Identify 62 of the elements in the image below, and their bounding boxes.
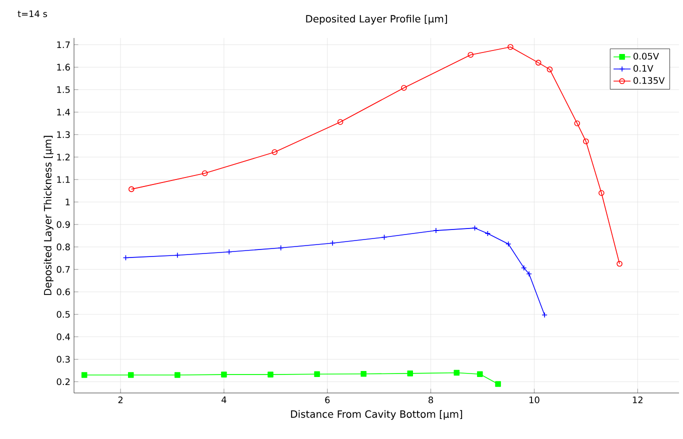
y-tick-label: 0.6 — [56, 288, 70, 296]
chart-title: Deposited Layer Profile [µm] — [306, 14, 447, 24]
point — [454, 370, 460, 376]
text: t=14 s — [18, 10, 48, 18]
point — [407, 370, 414, 376]
y-tick-label: 0.7 — [56, 266, 70, 273]
y-tick-label: 1.5 — [57, 86, 70, 93]
point — [484, 230, 491, 236]
point — [574, 120, 580, 126]
point — [546, 66, 553, 72]
y-tick-label: 0.9 — [56, 221, 70, 228]
y-axis-title: Deposited Layer Thickness [µm] — [44, 136, 54, 295]
point — [468, 52, 474, 58]
x-tick-label: 2 — [118, 396, 123, 404]
x-tick-label: 8 — [428, 396, 434, 404]
point — [381, 234, 388, 240]
point — [583, 138, 589, 144]
point — [272, 149, 278, 156]
y-tick-label: 0.8 — [56, 244, 70, 250]
point — [221, 372, 227, 378]
point — [226, 248, 232, 255]
point — [337, 119, 344, 125]
y-tick-label: 1 — [66, 198, 70, 206]
point — [174, 252, 180, 258]
point — [81, 372, 88, 378]
y-tick-label: 1.3 — [57, 131, 70, 138]
point — [202, 170, 208, 176]
point — [477, 371, 483, 377]
y-tick-label: 1.1 — [57, 176, 70, 183]
y-tick-label: 0.3 — [56, 356, 70, 363]
y-tick-label: 1.4 — [57, 108, 70, 116]
point — [268, 372, 274, 378]
x-tick-label: 10 — [530, 396, 540, 404]
y-tick-label: 0.2 — [56, 378, 70, 386]
point — [128, 372, 134, 378]
point — [598, 190, 604, 196]
point — [314, 371, 320, 377]
x-tick-label: 6 — [325, 396, 330, 404]
point — [508, 44, 514, 50]
point — [401, 84, 407, 91]
legend-label: 0.135V — [634, 77, 665, 84]
point — [520, 264, 527, 271]
y-tick-label: 0.4 — [56, 333, 70, 340]
point — [495, 381, 501, 387]
point — [278, 244, 284, 251]
y-tick-label: 1.7 — [57, 41, 70, 48]
point — [505, 241, 512, 247]
y-tick-label: 0.5 — [56, 310, 70, 318]
point — [360, 371, 366, 377]
point — [526, 271, 532, 277]
x-tick-label: 4 — [222, 396, 226, 404]
point — [472, 225, 478, 231]
y-tick-label: 1.6 — [57, 64, 70, 71]
point — [535, 60, 542, 66]
x-tick-label: 12 — [632, 396, 642, 404]
legend-label: 0.05V — [634, 52, 659, 60]
point — [330, 240, 336, 246]
point — [433, 228, 439, 234]
point — [174, 372, 180, 378]
x-axis-title: Distance From Cavity Bottom [µm] — [291, 410, 462, 420]
y-tick-label: 1.2 — [57, 154, 70, 160]
legend-label: 0.1V — [634, 64, 654, 72]
